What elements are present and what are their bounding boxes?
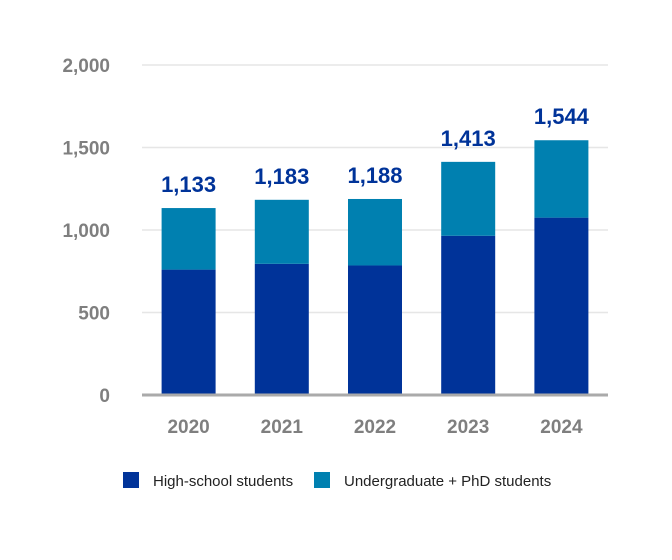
total-label: 1,183: [254, 164, 309, 189]
total-label: 1,188: [347, 163, 402, 188]
y-tick-label: 2,000: [62, 56, 110, 77]
y-tick-label: 500: [78, 304, 110, 325]
x-tick-label: 2021: [261, 417, 304, 438]
legend-swatch: [314, 472, 330, 488]
x-tick-label: 2022: [354, 417, 396, 438]
legend-label: Undergraduate + PhD students: [344, 473, 551, 490]
bar-segment: [534, 217, 589, 395]
bar-segment: [161, 208, 216, 270]
bar-segment: [254, 263, 309, 395]
bar-segment: [534, 140, 589, 218]
bar-segment: [441, 161, 496, 236]
bar-segment: [161, 269, 216, 395]
x-tick-label: 2020: [167, 417, 209, 438]
legend-swatch: [123, 472, 139, 488]
y-tick-label: 0: [99, 386, 110, 407]
bar-segment: [441, 235, 496, 395]
total-label: 1,413: [441, 126, 496, 151]
bar-segment: [348, 265, 402, 395]
y-tick-label: 1,500: [62, 139, 110, 160]
bar-segment: [254, 199, 309, 264]
y-tick-label: 1,000: [62, 221, 110, 242]
x-tick-label: 2023: [447, 417, 489, 438]
total-label: 1,544: [534, 104, 590, 129]
bar-segment: [348, 198, 402, 266]
legend-label: High-school students: [153, 473, 293, 490]
total-label: 1,133: [161, 172, 216, 197]
x-tick-label: 2024: [540, 417, 583, 438]
